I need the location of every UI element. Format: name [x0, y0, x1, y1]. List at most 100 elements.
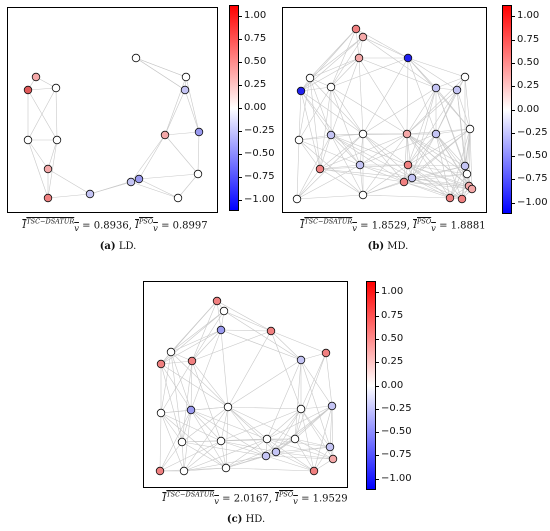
- graph-edge: [138, 134, 166, 180]
- colorbar-tick-label: 0.25: [374, 356, 404, 368]
- graph-edge: [270, 330, 327, 354]
- graph-edge: [220, 329, 272, 332]
- graph-edge: [309, 77, 332, 136]
- graph-node: [325, 442, 335, 452]
- graph-edge: [164, 89, 186, 136]
- graph-edge: [411, 128, 471, 179]
- graph-edge: [300, 86, 332, 92]
- graph-edge: [266, 438, 331, 448]
- graph-edge: [331, 405, 334, 460]
- graph-edge: [266, 405, 333, 440]
- graph-edge: [435, 133, 463, 200]
- graph-edge: [355, 28, 360, 59]
- graph-edge: [220, 440, 277, 453]
- graph-node: [327, 401, 337, 411]
- graph-edge: [330, 134, 409, 166]
- graph-edge: [183, 440, 222, 472]
- graph-edge: [164, 134, 199, 175]
- graph-edge: [275, 451, 334, 460]
- colorbar-tick-label: 0.00: [374, 379, 404, 391]
- graph-edge: [185, 76, 200, 133]
- graph-edge: [294, 352, 327, 440]
- graph-edge: [300, 90, 364, 135]
- graph-edge: [294, 359, 302, 440]
- graph-edge: [294, 408, 302, 440]
- graph-edge: [181, 409, 192, 443]
- graph-edge: [330, 86, 364, 135]
- graph-edge: [298, 139, 364, 196]
- graph-node: [305, 73, 315, 83]
- graph-edge: [359, 164, 413, 179]
- graph-node: [309, 466, 319, 476]
- graph-edge: [359, 133, 408, 166]
- graph-edge: [330, 57, 360, 136]
- graph-edge: [330, 28, 357, 88]
- graph-node: [156, 359, 166, 369]
- graph-edge: [449, 173, 468, 199]
- graph-edge: [406, 133, 413, 179]
- graph-node: [85, 189, 95, 199]
- graph-edge: [159, 440, 222, 472]
- graph-edge: [227, 406, 267, 457]
- graph-node: [290, 434, 300, 444]
- graph-node: [358, 190, 368, 200]
- graph-edge: [411, 165, 466, 179]
- metric-hd: ITSC−DSATURv = 2.0167, IPSOv = 1.9529: [162, 491, 348, 507]
- graph-edge: [191, 360, 229, 408]
- graph-edge: [319, 168, 405, 183]
- graph-edge: [330, 57, 360, 88]
- graph-edge: [358, 57, 437, 89]
- graph-edge: [362, 133, 409, 166]
- graph-edge: [330, 134, 361, 166]
- graph-edge: [159, 412, 162, 472]
- graph-node: [294, 135, 304, 145]
- graph-edge: [411, 173, 468, 179]
- graph-node: [465, 124, 475, 134]
- graph-edge: [170, 351, 229, 408]
- graph-edge: [411, 87, 437, 179]
- graph-node: [212, 296, 222, 306]
- colorbar-tick-label: 0.75: [510, 33, 540, 45]
- graph-node: [399, 177, 409, 187]
- colorbar-tick-label: −1.00: [375, 472, 412, 484]
- graph-node: [193, 169, 203, 179]
- graph-edge: [160, 360, 193, 414]
- graph-edge: [407, 57, 466, 78]
- graph-node: [326, 82, 336, 92]
- graph-edge: [177, 173, 199, 199]
- graph-edge: [164, 131, 200, 136]
- graph-edge: [319, 86, 332, 170]
- graph-edge: [309, 77, 364, 135]
- graph-edge: [296, 194, 364, 200]
- graph-edge: [160, 363, 229, 408]
- graph-edge: [266, 438, 315, 472]
- colorbar-tick-label: −0.50: [511, 150, 548, 161]
- graph-node: [457, 194, 467, 204]
- graph-edge: [220, 406, 229, 442]
- graph-node: [126, 177, 136, 187]
- graph-edge: [359, 133, 437, 166]
- graph-edge: [407, 87, 437, 166]
- graph-node: [166, 347, 176, 357]
- graph-edge: [190, 329, 222, 411]
- graph-edge: [266, 359, 302, 440]
- graph-edge: [265, 455, 334, 460]
- graph-hd: [143, 281, 348, 488]
- graph-edge: [407, 89, 458, 166]
- graph-node: [43, 164, 53, 174]
- colorbar-tick-label: 0.50: [510, 56, 540, 68]
- graph-edge: [407, 164, 466, 167]
- graph-node: [292, 194, 302, 204]
- graph-node: [403, 160, 413, 170]
- graph-edge: [403, 181, 451, 199]
- graph-edge: [298, 90, 302, 141]
- graph-edge: [403, 181, 473, 190]
- graph-node: [315, 164, 325, 174]
- colorbar-tick-label: 1.00: [374, 286, 404, 298]
- graph-edge: [47, 139, 58, 170]
- graph-node: [351, 24, 361, 34]
- graph-edge: [27, 87, 57, 91]
- colorbar-tick-label: −1.00: [511, 196, 548, 208]
- graph-edge: [407, 164, 451, 199]
- graph-node: [355, 160, 365, 170]
